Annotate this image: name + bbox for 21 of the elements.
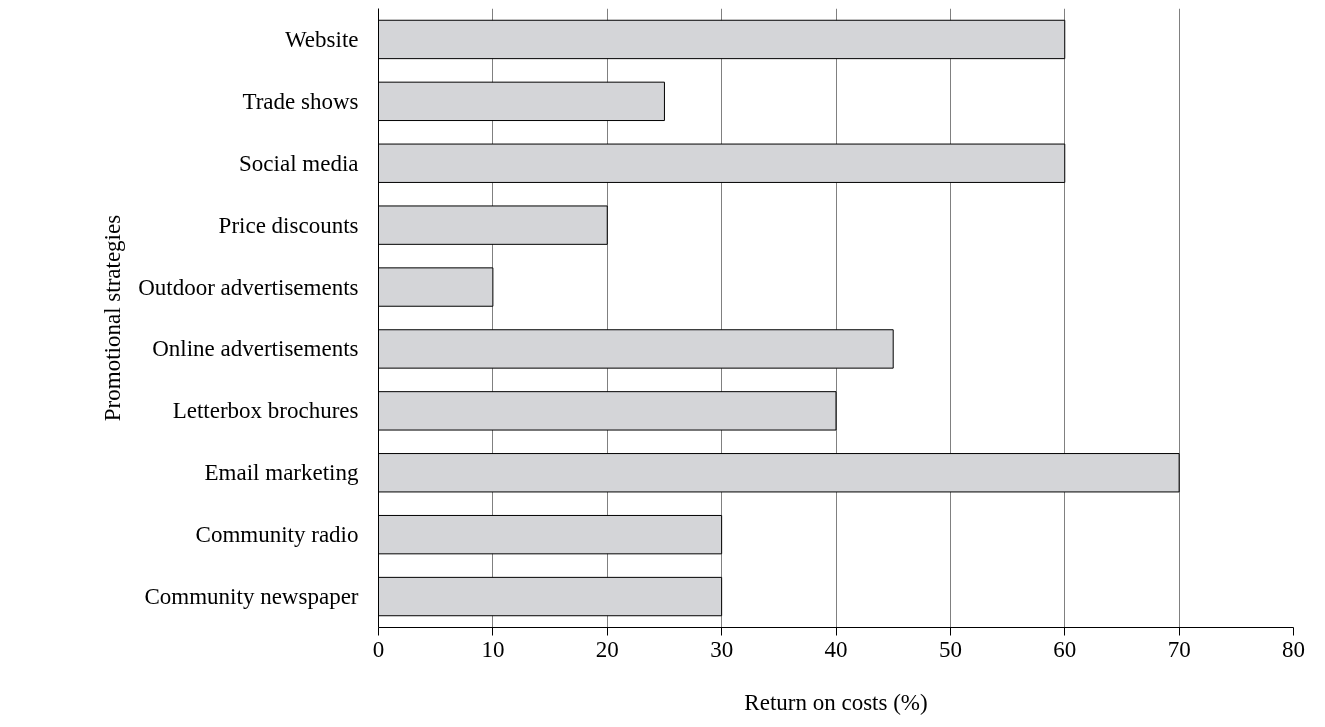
y-tick-label: Letterbox brochures <box>172 398 359 424</box>
x-tick-label: 50 <box>938 636 962 662</box>
y-tick-label: Online advertisements <box>152 336 359 362</box>
y-tick-label: Website <box>284 26 359 52</box>
y-tick-label: Community radio <box>195 522 359 548</box>
y-tick-label: Outdoor advertisements <box>138 274 359 300</box>
y-axis-title: Promotional strategies <box>100 214 126 422</box>
y-tick-label: Social media <box>239 150 359 176</box>
x-tick-label: 70 <box>1167 636 1191 662</box>
y-tick-label: Email marketing <box>204 460 359 486</box>
x-tick-label: 30 <box>710 636 734 662</box>
y-tick-label: Community newspaper <box>144 584 359 610</box>
x-axis-title: Return on costs (%) <box>744 689 928 715</box>
x-tick-label: 80 <box>1282 636 1305 662</box>
x-tick-label: 20 <box>595 636 619 662</box>
x-tick-label: 40 <box>824 636 848 662</box>
y-tick-label: Price discounts <box>218 212 359 238</box>
x-tick-label: 10 <box>481 636 505 662</box>
x-tick-label: 0 <box>372 636 385 662</box>
x-tick-label: 60 <box>1053 636 1077 662</box>
y-tick-label: Trade shows <box>242 88 359 114</box>
